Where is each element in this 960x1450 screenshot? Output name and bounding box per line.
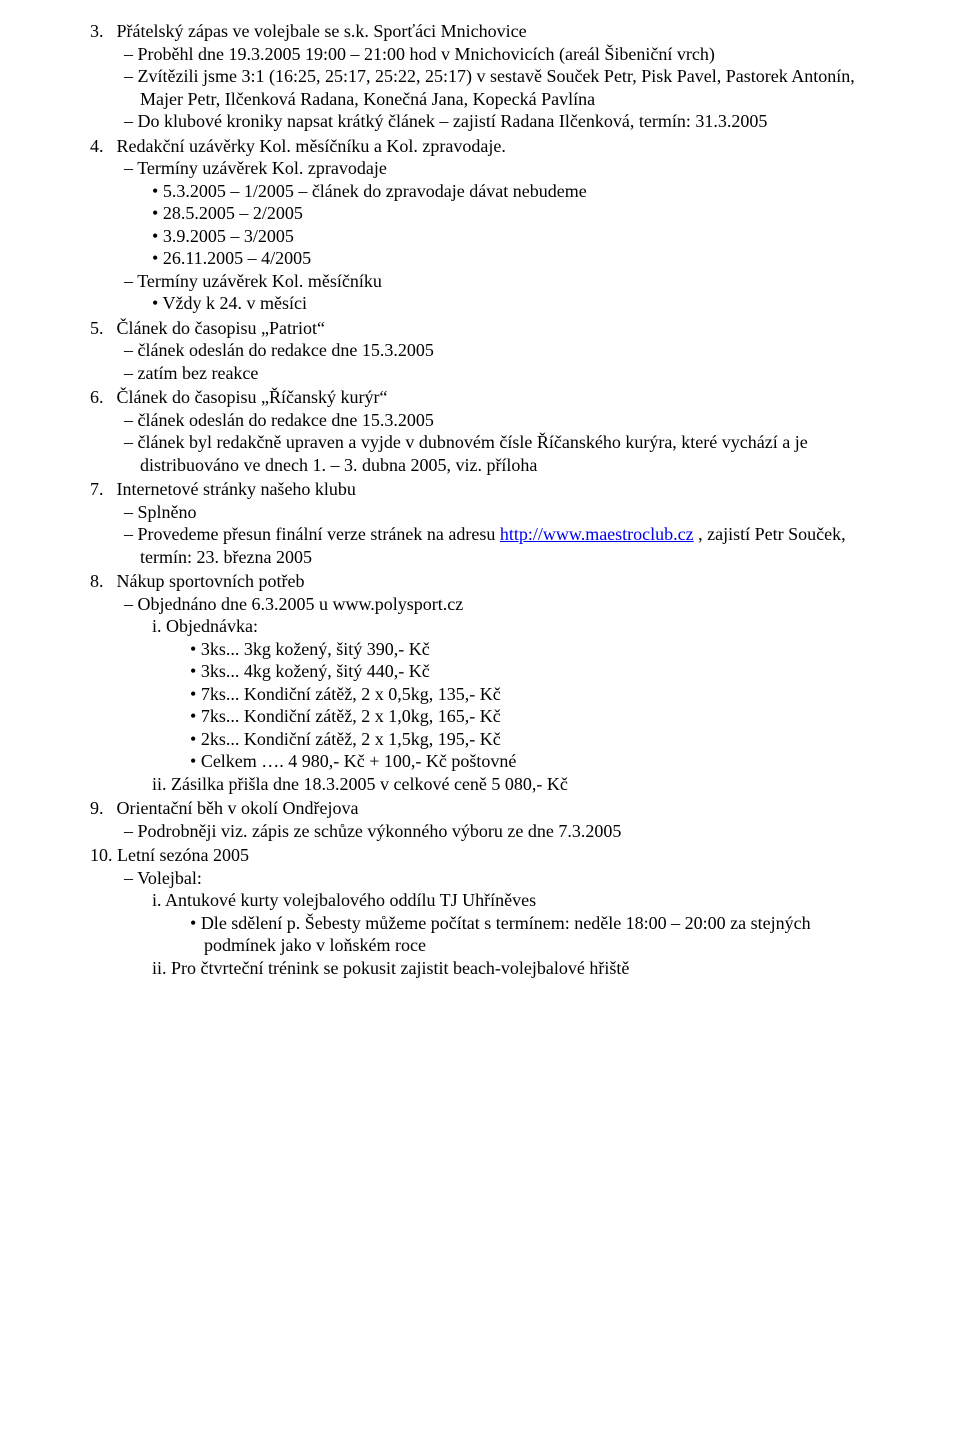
item-number: 8. xyxy=(90,570,112,593)
roman-text: Zásilka přišla dne 18.3.2005 v celkové c… xyxy=(171,774,568,794)
list-subitem: Objednáno dne 6.3.2005 u www.polysport.c… xyxy=(124,593,870,616)
roman-number: i. xyxy=(152,890,162,910)
document-page: 3. Přátelský zápas ve volejbale se s.k. … xyxy=(0,0,960,1450)
roman-list: ii. Zásilka přišla dne 18.3.2005 v celko… xyxy=(90,773,870,796)
list-subitem: Splněno xyxy=(124,501,870,524)
list-subitem: i. Antukové kurty volejbalového oddílu T… xyxy=(152,889,870,912)
roman-list: i. Antukové kurty volejbalového oddílu T… xyxy=(90,889,870,912)
dash-list: Termíny uzávěrek Kol. měsíčníku xyxy=(90,270,870,293)
list-subitem: ii. Zásilka přišla dne 18.3.2005 v celko… xyxy=(152,773,870,796)
roman-text: Objednávka: xyxy=(166,616,258,636)
roman-text: Antukové kurty volejbalového oddílu TJ U… xyxy=(165,890,536,910)
text-prefix: Provedeme přesun finální verze stránek n… xyxy=(138,524,500,544)
list-subitem: 3.9.2005 – 3/2005 xyxy=(152,225,870,248)
list-subitem: Do klubové kroniky napsat krátký článek … xyxy=(124,110,870,133)
item-number: 10. xyxy=(90,844,113,867)
list-item: 4. Redakční uzávěrky Kol. měsíčníku a Ko… xyxy=(90,135,870,315)
list-subitem: 26.11.2005 – 4/2005 xyxy=(152,247,870,270)
dash-list: Termíny uzávěrek Kol. zpravodaje xyxy=(90,157,870,180)
roman-list: ii. Pro čtvrteční trénink se pokusit zaj… xyxy=(90,957,870,980)
list-item: 9. Orientační běh v okolí Ondřejova Podr… xyxy=(90,797,870,842)
item-title: Článek do časopisu „Říčanský kurýr“ xyxy=(117,387,388,407)
dash-list: Proběhl dne 19.3.2005 19:00 – 21:00 hod … xyxy=(90,43,870,133)
item-title: Orientační běh v okolí Ondřejova xyxy=(117,798,359,818)
list-subitem: Termíny uzávěrek Kol. měsíčníku xyxy=(124,270,870,293)
item-number: 7. xyxy=(90,478,112,501)
roman-list: i. Objednávka: xyxy=(90,615,870,638)
dash-list: článek odeslán do redakce dne 15.3.2005 … xyxy=(90,409,870,477)
list-subitem: článek odeslán do redakce dne 15.3.2005 xyxy=(124,339,870,362)
list-subitem: 2ks... Kondiční zátěž, 2 x 1,5kg, 195,- … xyxy=(190,728,870,751)
list-subitem: Vždy k 24. v měsíci xyxy=(152,292,870,315)
list-subitem: 5.3.2005 – 1/2005 – článek do zpravodaje… xyxy=(152,180,870,203)
item-title: Nákup sportovních potřeb xyxy=(117,571,305,591)
list-subitem: Podrobněji viz. zápis ze schůze výkonnéh… xyxy=(124,820,870,843)
item-number: 5. xyxy=(90,317,112,340)
list-item: 6. Článek do časopisu „Říčanský kurýr“ č… xyxy=(90,386,870,476)
dash-list: Objednáno dne 6.3.2005 u www.polysport.c… xyxy=(90,593,870,616)
list-subitem: Provedeme přesun finální verze stránek n… xyxy=(124,523,870,568)
list-subitem: i. Objednávka: xyxy=(152,615,870,638)
roman-number: ii. xyxy=(152,774,167,794)
list-subitem: Volejbal: xyxy=(124,867,870,890)
external-link[interactable]: http://www.maestroclub.cz xyxy=(500,524,694,544)
list-item: 5. Článek do časopisu „Patriot“ článek o… xyxy=(90,317,870,385)
dash-list: Podrobněji viz. zápis ze schůze výkonnéh… xyxy=(90,820,870,843)
dash-list: Splněno Provedeme přesun finální verze s… xyxy=(90,501,870,569)
item-number: 6. xyxy=(90,386,112,409)
list-subitem: 7ks... Kondiční zátěž, 2 x 0,5kg, 135,- … xyxy=(190,683,870,706)
list-item: 7. Internetové stránky našeho klubu Spln… xyxy=(90,478,870,568)
list-item: 10. Letní sezóna 2005 Volejbal: i. Antuk… xyxy=(90,844,870,979)
list-subitem: Termíny uzávěrek Kol. zpravodaje xyxy=(124,157,870,180)
list-subitem: článek byl redakčně upraven a vyjde v du… xyxy=(124,431,870,476)
list-subitem: Zvítězili jsme 3:1 (16:25, 25:17, 25:22,… xyxy=(124,65,870,110)
list-item: 8. Nákup sportovních potřeb Objednáno dn… xyxy=(90,570,870,795)
list-subitem: ii. Pro čtvrteční trénink se pokusit zaj… xyxy=(152,957,870,980)
item-title: Internetové stránky našeho klubu xyxy=(117,479,356,499)
list-subitem: Celkem …. 4 980,- Kč + 100,- Kč poštovné xyxy=(190,750,870,773)
list-subitem: 28.5.2005 – 2/2005 xyxy=(152,202,870,225)
dash-list: Volejbal: xyxy=(90,867,870,890)
list-item: 3. Přátelský zápas ve volejbale se s.k. … xyxy=(90,20,870,133)
item-title: Letní sezóna 2005 xyxy=(117,845,249,865)
list-subitem: Dle sdělení p. Šebesty můžeme počítat s … xyxy=(190,912,870,957)
bullet-list: Dle sdělení p. Šebesty můžeme počítat s … xyxy=(90,912,870,957)
list-subitem: 7ks... Kondiční zátěž, 2 x 1,0kg, 165,- … xyxy=(190,705,870,728)
item-title: Redakční uzávěrky Kol. měsíčníku a Kol. … xyxy=(117,136,506,156)
roman-number: ii. xyxy=(152,958,167,978)
list-subitem: 3ks... 3kg kožený, šitý 390,- Kč xyxy=(190,638,870,661)
item-number: 4. xyxy=(90,135,112,158)
item-title: Článek do časopisu „Patriot“ xyxy=(117,318,325,338)
item-title: Přátelský zápas ve volejbale se s.k. Spo… xyxy=(117,21,527,41)
bullet-list: 5.3.2005 – 1/2005 – článek do zpravodaje… xyxy=(90,180,870,270)
item-number: 3. xyxy=(90,20,112,43)
bullet-list: 3ks... 3kg kožený, šitý 390,- Kč 3ks... … xyxy=(90,638,870,773)
list-subitem: zatím bez reakce xyxy=(124,362,870,385)
list-subitem: článek odeslán do redakce dne 15.3.2005 xyxy=(124,409,870,432)
dash-list: článek odeslán do redakce dne 15.3.2005 … xyxy=(90,339,870,384)
roman-text: Pro čtvrteční trénink se pokusit zajisti… xyxy=(171,958,629,978)
item-number: 9. xyxy=(90,797,112,820)
bullet-list: Vždy k 24. v měsíci xyxy=(90,292,870,315)
list-subitem: 3ks... 4kg kožený, šitý 440,- Kč xyxy=(190,660,870,683)
roman-number: i. xyxy=(152,616,162,636)
list-subitem: Proběhl dne 19.3.2005 19:00 – 21:00 hod … xyxy=(124,43,870,66)
ordered-list-main: 3. Přátelský zápas ve volejbale se s.k. … xyxy=(90,20,870,979)
